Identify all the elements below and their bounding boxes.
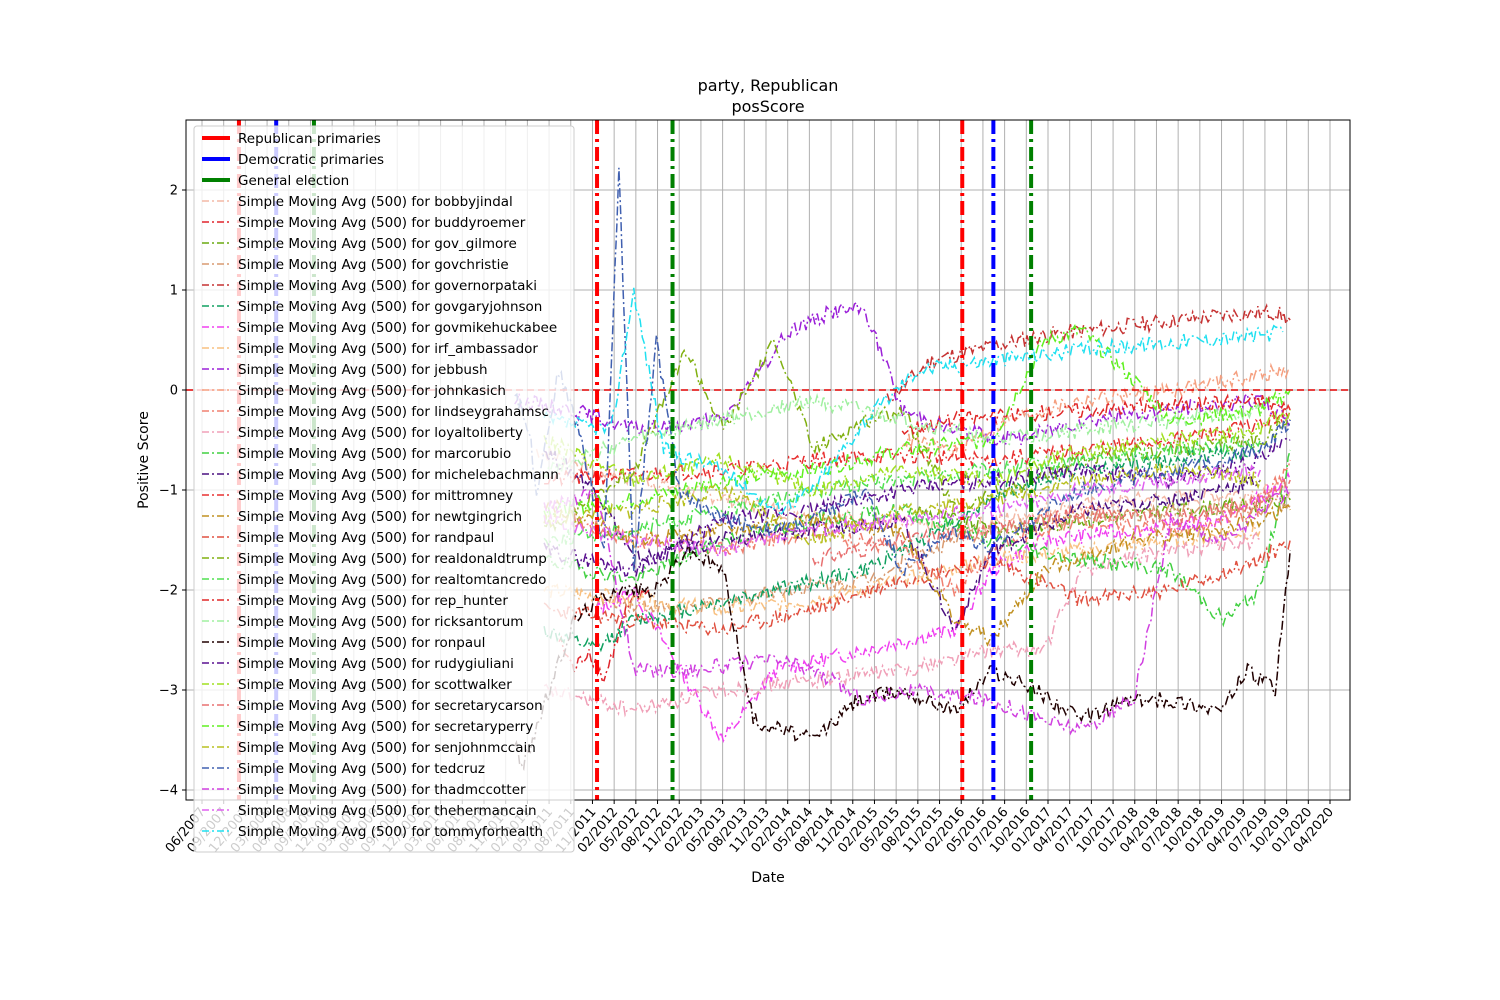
series-line (595, 498, 1291, 617)
legend-label: Simple Moving Avg (500) for rep_hunter (238, 593, 508, 609)
legend-label: Simple Moving Avg (500) for loyaltoliber… (238, 425, 523, 441)
series-line (543, 523, 1261, 616)
series-line (886, 303, 1291, 404)
legend-label: Simple Moving Avg (500) for thehermancai… (238, 803, 537, 819)
chart-subtitle: posScore (731, 97, 804, 116)
legend-label: Simple Moving Avg (500) for ricksantorum (238, 614, 523, 630)
y-tick-label: 0 (170, 384, 178, 399)
legend-label: Simple Moving Avg (500) for governorpata… (238, 278, 537, 294)
legend-label: Simple Moving Avg (500) for mittromney (238, 488, 513, 504)
chart-title: party, Republican (698, 76, 839, 95)
plot-frame (185, 119, 1351, 801)
series-line (543, 449, 1291, 628)
series-line (901, 393, 1291, 437)
x-axis-label: Date (751, 870, 784, 886)
legend-label: Democratic primaries (238, 152, 384, 168)
legend-label: Simple Moving Avg (500) for randpaul (238, 530, 494, 546)
series-line (811, 477, 1291, 567)
series-lines (514, 167, 1291, 772)
legend-label: Simple Moving Avg (500) for secretarycar… (238, 698, 543, 714)
legend-label: Republican primaries (238, 131, 381, 147)
legend-label: Simple Moving Avg (500) for jebbush (238, 362, 488, 378)
legend-label: Simple Moving Avg (500) for johnkasich (238, 383, 506, 399)
legend-label: Simple Moving Avg (500) for tedcruz (238, 761, 485, 777)
y-tick-label: −1 (159, 484, 178, 499)
legend-label: Simple Moving Avg (500) for marcorubio (238, 446, 511, 462)
legend-label: General election (238, 173, 349, 189)
series-line (543, 409, 1291, 498)
legend-label: Simple Moving Avg (500) for buddyroemer (238, 215, 526, 231)
legend-label: Simple Moving Avg (500) for secretaryper… (238, 719, 533, 735)
legend-label: Simple Moving Avg (500) for thadmccotter (238, 782, 526, 798)
series-line (543, 445, 1261, 653)
legend-box (193, 125, 575, 853)
legend: Republican primaries Democratic primaries… (193, 125, 575, 853)
series-line (543, 463, 1262, 546)
series-line (514, 301, 1291, 446)
y-axis-label: Positive Score (136, 411, 152, 509)
y-axis-ticks: −4 −3 −2 −1 0 1 2 (159, 184, 186, 799)
legend-label: Simple Moving Avg (500) for realdonaldtr… (238, 551, 547, 567)
series-line (543, 287, 1284, 518)
y-tick-label: −3 (159, 684, 178, 699)
legend-label: Simple Moving Avg (500) for rudygiuliani (238, 656, 514, 672)
legend-label: Simple Moving Avg (500) for gov_gilmore (238, 236, 517, 252)
series-line (543, 338, 1291, 533)
legend-label: Simple Moving Avg (500) for govgaryjohns… (238, 299, 542, 315)
series-line (543, 531, 1261, 718)
legend-label: Simple Moving Avg (500) for tommyforheal… (238, 824, 543, 840)
series-line (544, 403, 1291, 487)
legend-label: Simple Moving Avg (500) for lindseygraha… (238, 404, 549, 420)
series-line (543, 539, 1291, 637)
series-line (543, 462, 1262, 559)
series-line (543, 324, 1291, 521)
legend-label: Simple Moving Avg (500) for irf_ambassad… (238, 341, 538, 357)
legend-label: Simple Moving Avg (500) for govchristie (238, 257, 509, 273)
y-tick-label: 1 (170, 284, 178, 299)
legend-label: Simple Moving Avg (500) for newtgingrich (238, 509, 522, 525)
legend-label: Simple Moving Avg (500) for realtomtancr… (238, 572, 546, 588)
series-line (514, 167, 1291, 577)
y-tick-label: 2 (170, 184, 178, 199)
series-line (543, 392, 1262, 479)
legend-label: Simple Moving Avg (500) for bobbyjindal (238, 194, 513, 210)
legend-label: Simple Moving Avg (500) for ronpaul (238, 635, 485, 651)
legend-label: Simple Moving Avg (500) for michelebachm… (238, 467, 559, 483)
series-line (543, 486, 1291, 736)
legend-label: Simple Moving Avg (500) for senjohnmccai… (238, 740, 536, 756)
y-tick-label: −4 (159, 784, 178, 799)
series-line (514, 544, 1291, 772)
legend-label: Simple Moving Avg (500) for scottwalker (238, 677, 512, 693)
y-tick-label: −2 (159, 584, 178, 599)
legend-label: Simple Moving Avg (500) for govmikehucka… (238, 320, 557, 336)
